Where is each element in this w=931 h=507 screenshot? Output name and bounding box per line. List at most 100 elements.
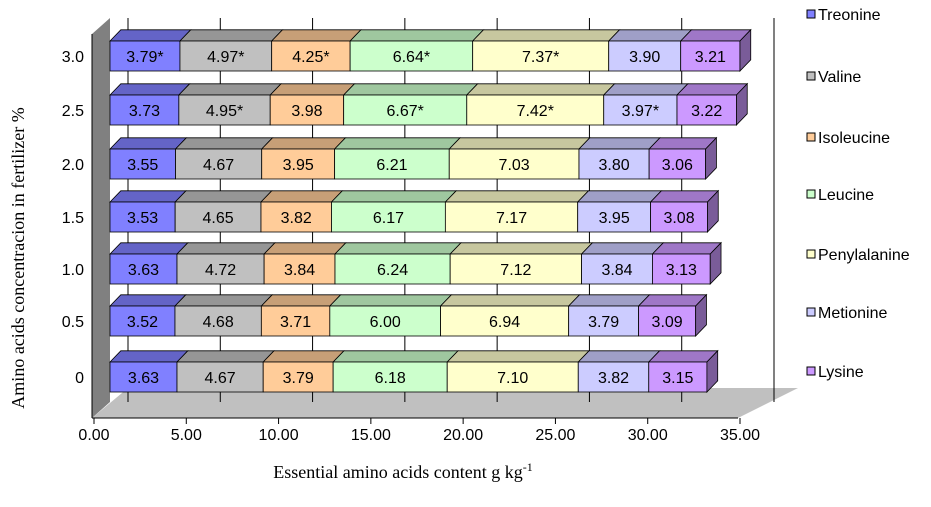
bar-top-face: [576, 190, 663, 203]
bar-top-face: [269, 83, 356, 96]
data-label: 3.15: [662, 370, 693, 387]
bar-segment: [608, 40, 682, 72]
data-label: 3.95: [283, 157, 314, 174]
bar-segment: [329, 305, 441, 337]
bar-top-face: [607, 29, 693, 42]
y-tick-label: 1.5: [62, 210, 84, 227]
data-label: 6.24: [377, 262, 408, 279]
data-label: 3.82: [598, 370, 629, 387]
data-label: 3.09: [652, 314, 683, 331]
bar-top-face: [270, 29, 362, 42]
data-label: 4.72: [205, 262, 236, 279]
bar-top-face: [648, 137, 718, 150]
bar-top-face: [649, 190, 720, 203]
bar-top-face: [109, 350, 189, 363]
x-tick-labels: 0.00 5.00 10.00 15.00 20.00 25.00 30.00 35.00: [78, 427, 760, 444]
side-wall: [92, 18, 110, 418]
bar-segment: [109, 201, 176, 233]
bar-top-face: [328, 294, 453, 307]
bar-segment: [444, 201, 579, 233]
bar-top-face: [332, 350, 459, 363]
y-tick-label: 0.5: [62, 314, 84, 331]
legend-label: Penylalanine: [818, 247, 910, 264]
bar-segment: [472, 40, 610, 72]
y-axis-title: Amino acids concentracion in fertilizer …: [8, 107, 28, 408]
legend-item: Treonine: [806, 7, 881, 24]
data-label: 6.21: [376, 157, 407, 174]
bar-top-face: [174, 137, 274, 150]
bar-segment: [650, 201, 708, 233]
bar-side-face: [706, 349, 719, 393]
bar-segment: [178, 94, 271, 126]
bar-top-face: [602, 83, 689, 96]
bar-top-face: [449, 242, 594, 255]
bar-top-face: [471, 29, 621, 42]
bar-segment: [652, 253, 711, 285]
bar-top-face: [176, 350, 275, 363]
bar-segment: [260, 305, 331, 337]
bar-segment: [109, 253, 178, 285]
bars-layer: 3.63 4.67 3.79 6.18 7.10 3.82 3.15 3.52 4.68 3.71…: [109, 28, 752, 393]
bar-top-face: [577, 350, 661, 363]
data-label: 3.95: [599, 210, 630, 227]
bar-segment: [680, 40, 741, 72]
bar-segment: [577, 361, 650, 393]
data-label: 4.67: [203, 157, 234, 174]
bar-top-face: [179, 29, 284, 42]
bar-segment: [440, 305, 570, 337]
data-label: 3.84: [284, 262, 315, 279]
data-label: 3.63: [128, 262, 159, 279]
data-label: 3.79: [283, 370, 314, 387]
data-label: 4.97*: [207, 49, 244, 66]
bar-top-face: [676, 83, 749, 96]
bar-top-face: [260, 137, 347, 150]
bar-row-2.0: 3.55 4.67 3.95 6.21 7.03 3.80 3.06: [109, 136, 718, 180]
x-tick-label: 20.00: [443, 427, 483, 444]
data-label: 6.67*: [387, 103, 424, 120]
data-label: 3.52: [127, 314, 158, 331]
bar-top-face: [637, 294, 708, 307]
data-label: 3.53: [127, 210, 158, 227]
data-label: 3.79*: [126, 49, 163, 66]
data-label: 3.71: [280, 314, 311, 331]
data-label: 3.13: [666, 262, 697, 279]
legend-swatch: [806, 307, 816, 317]
legend-label: Metionine: [818, 305, 887, 322]
data-label: 6.00: [370, 314, 401, 331]
bar-segment: [581, 253, 653, 285]
bar-segment: [331, 201, 446, 233]
bar-top-face: [176, 242, 276, 255]
bar-top-face: [334, 242, 462, 255]
bar-segment: [334, 148, 450, 180]
bar-segment: [676, 94, 737, 126]
bar-side-face: [695, 293, 707, 337]
x-tick-label: 5.00: [171, 427, 202, 444]
data-label: 3.06: [662, 157, 693, 174]
bar-top-face: [342, 83, 479, 96]
data-label: 3.63: [128, 370, 159, 387]
data-label: 3.79: [588, 314, 619, 331]
legend-label: Leucine: [818, 187, 874, 204]
x-axis-title: Essential amino acids content g kg-1: [273, 460, 532, 482]
bar-top-face: [260, 294, 342, 307]
bar-segment: [269, 94, 345, 126]
y-tick-label: 2.0: [62, 157, 84, 174]
legend-swatch: [806, 249, 816, 259]
bar-segment: [109, 40, 181, 72]
bar-segment: [109, 361, 178, 393]
data-label: 3.82: [281, 210, 312, 227]
bar-segment: [446, 361, 579, 393]
data-label: 3.97*: [622, 103, 659, 120]
data-label: 7.17: [496, 210, 527, 227]
bar-segment: [349, 40, 474, 72]
bar-top-face: [263, 242, 347, 255]
legend-item: Valine: [806, 69, 861, 86]
bar-top-face: [465, 83, 616, 96]
bar-top-face: [448, 137, 591, 150]
bar-row-1.5: 3.53 4.65 3.82 6.17 7.17 3.95 3.08: [109, 189, 720, 233]
data-label: 3.08: [663, 210, 694, 227]
floor: [92, 388, 798, 418]
bar-row-2.5: 3.73 4.95* 3.98 6.67* 7.42* 3.97* 3.22: [109, 82, 749, 126]
x-tick-label: 10.00: [259, 427, 299, 444]
